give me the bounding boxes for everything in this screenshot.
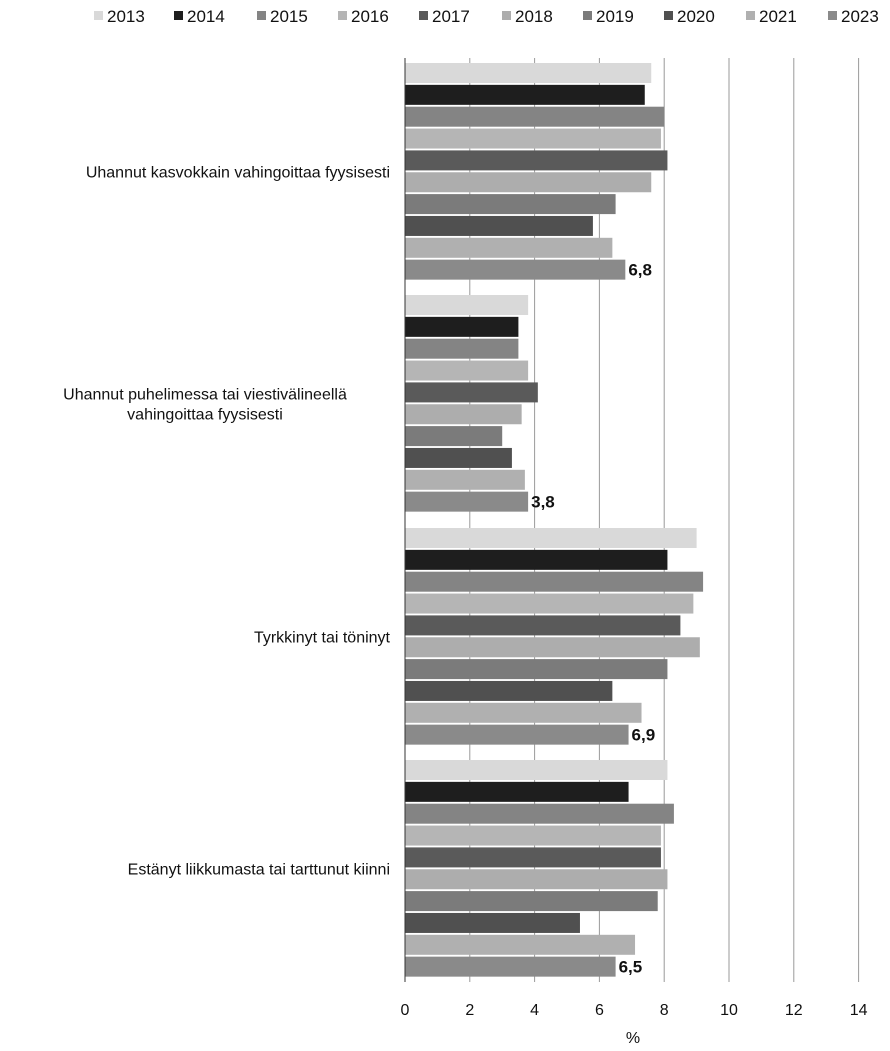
bar-2017-2 — [405, 382, 538, 403]
legend-label-2015: 2015 — [270, 7, 308, 26]
bar-2020-1 — [405, 215, 593, 236]
bar-2014-3 — [405, 549, 668, 570]
legend-swatch-2023 — [828, 11, 837, 20]
bar-2013-4 — [405, 760, 668, 780]
bar-2017-3 — [405, 615, 681, 636]
category-label: Uhannut kasvokkain vahingoittaa fyysises… — [86, 164, 390, 181]
legend-label-2020: 2020 — [677, 7, 715, 26]
bar-2015-4 — [405, 803, 674, 824]
legend-swatch-2019 — [583, 11, 592, 20]
data-label: 6,9 — [632, 726, 656, 745]
bar-2019-2 — [405, 426, 503, 447]
legend-label-2013: 2013 — [107, 7, 145, 26]
x-tick-label: 0 — [401, 1002, 410, 1019]
category-label: Tyrkkinyt tai töninyt — [254, 629, 391, 646]
category-label: Estänyt liikkumasta tai tarttunut kiinni — [128, 861, 390, 878]
bar-2020-4 — [405, 912, 580, 933]
bar-2021-1 — [405, 237, 613, 258]
legend-label-2021: 2021 — [759, 7, 797, 26]
bar-2015-1 — [405, 106, 665, 127]
legend-swatch-2021 — [746, 11, 755, 20]
bar-2016-4 — [405, 825, 661, 846]
bar-2023-3 — [405, 724, 629, 745]
data-label: 3,8 — [531, 493, 555, 512]
legend-label-2018: 2018 — [515, 7, 553, 26]
legend-label-2016: 2016 — [351, 7, 389, 26]
legend-label-2019: 2019 — [596, 7, 634, 26]
x-tick-label: 4 — [530, 1002, 539, 1019]
x-tick-label: 2 — [465, 1002, 474, 1019]
x-tick-label: 14 — [850, 1002, 868, 1019]
legend-label-2023: 2023 — [841, 7, 879, 26]
x-tick-label: 6 — [595, 1002, 604, 1019]
bar-2021-2 — [405, 469, 525, 490]
data-label: 6,8 — [628, 261, 652, 280]
bar-2019-1 — [405, 194, 616, 215]
bar-2014-4 — [405, 781, 629, 802]
bar-2021-3 — [405, 702, 642, 723]
bar-2020-3 — [405, 680, 613, 701]
legend-label-2014: 2014 — [187, 7, 225, 26]
bar-2016-2 — [405, 360, 529, 381]
bar-2014-2 — [405, 316, 519, 337]
bar-2016-3 — [405, 593, 694, 614]
bar-2015-2 — [405, 338, 519, 359]
legend-swatch-2014 — [174, 11, 183, 20]
x-tick-label: 10 — [720, 1002, 738, 1019]
legend-swatch-2016 — [338, 11, 347, 20]
bar-2018-3 — [405, 637, 700, 658]
bar-2021-4 — [405, 934, 636, 955]
bar-2019-4 — [405, 891, 658, 912]
bar-2013-3 — [405, 528, 697, 548]
bar-2020-2 — [405, 447, 512, 468]
bar-2023-2 — [405, 491, 529, 512]
legend-swatch-2020 — [664, 11, 673, 20]
x-tick-label: 8 — [660, 1002, 669, 1019]
x-tick-label: 12 — [785, 1002, 803, 1019]
legend-swatch-2018 — [502, 11, 511, 20]
bar-2018-4 — [405, 869, 668, 890]
bar-2014-1 — [405, 84, 645, 105]
bar-2019-3 — [405, 659, 668, 680]
legend-swatch-2015 — [257, 11, 266, 20]
legend-swatch-2017 — [419, 11, 428, 20]
bar-2023-4 — [405, 956, 616, 977]
bar-2013-2 — [405, 295, 529, 315]
bar-2017-1 — [405, 150, 668, 171]
bar-2018-2 — [405, 404, 522, 425]
legend-label-2017: 2017 — [432, 7, 470, 26]
data-label: 6,5 — [619, 958, 643, 977]
x-axis-title: % — [626, 1030, 640, 1046]
bar-2015-3 — [405, 571, 704, 592]
bar-2023-1 — [405, 259, 626, 280]
bar-2016-1 — [405, 128, 661, 149]
bar-2018-1 — [405, 172, 652, 193]
legend-swatch-2013 — [94, 11, 103, 20]
bar-2013-1 — [405, 63, 652, 83]
category-label: Uhannut puhelimessa tai viestivälineellä… — [63, 386, 347, 423]
bar-2017-4 — [405, 847, 661, 868]
